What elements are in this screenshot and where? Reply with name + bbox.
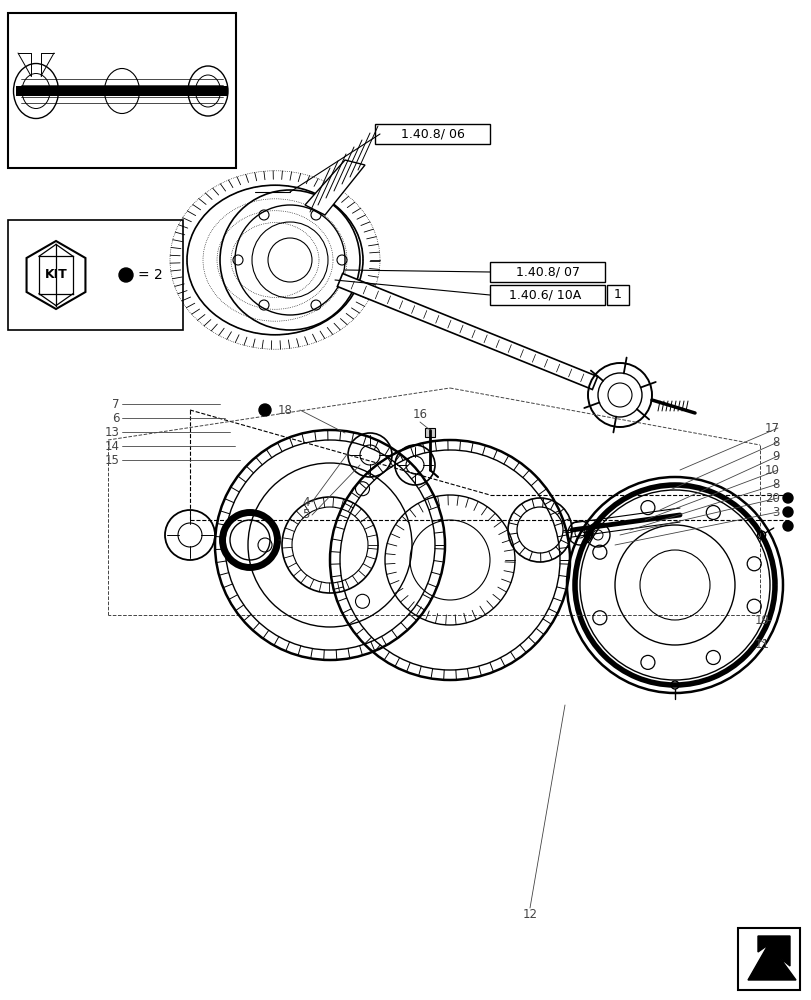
Text: 19: 19 [754,613,769,626]
Text: = 2: = 2 [138,268,162,282]
Text: 8: 8 [772,436,779,448]
Text: 1: 1 [613,288,621,302]
Bar [8,13,236,168]
Text: 12: 12 [521,908,537,921]
Bar [489,285,604,305]
Circle shape [782,521,792,531]
Text: 18: 18 [277,403,293,416]
Circle shape [782,507,792,517]
Text: 5: 5 [303,508,310,522]
Text: 9: 9 [771,450,779,462]
Bar [16,86,228,96]
Text: 16: 16 [412,408,427,422]
Bar [737,928,799,990]
Circle shape [119,268,133,282]
Text: KIT: KIT [45,268,67,282]
Text: 8: 8 [772,478,779,490]
Text: 14: 14 [105,440,120,452]
Text: 4: 4 [303,495,310,508]
Text: 15: 15 [105,454,120,466]
Bar [607,285,629,305]
Polygon shape [747,936,795,980]
Text: 7: 7 [113,397,120,410]
Text: 1.40.8/ 07: 1.40.8/ 07 [515,265,579,278]
Text: 13: 13 [105,426,120,438]
Bar [424,428,435,437]
Text: 20: 20 [764,491,779,504]
Polygon shape [305,160,365,215]
Text: 11: 11 [754,638,769,650]
Polygon shape [27,241,85,309]
Text: 3: 3 [772,506,779,518]
Text: 17: 17 [764,422,779,434]
Circle shape [259,404,271,416]
Polygon shape [337,274,597,389]
Text: 1.40.6/ 10A: 1.40.6/ 10A [508,288,581,302]
Bar [375,124,489,144]
Text: 10: 10 [764,464,779,477]
Circle shape [782,493,792,503]
Bar [8,220,182,330]
Text: 1.40.8/ 06: 1.40.8/ 06 [401,128,465,141]
Text: 6: 6 [113,412,120,424]
Bar [489,262,604,282]
